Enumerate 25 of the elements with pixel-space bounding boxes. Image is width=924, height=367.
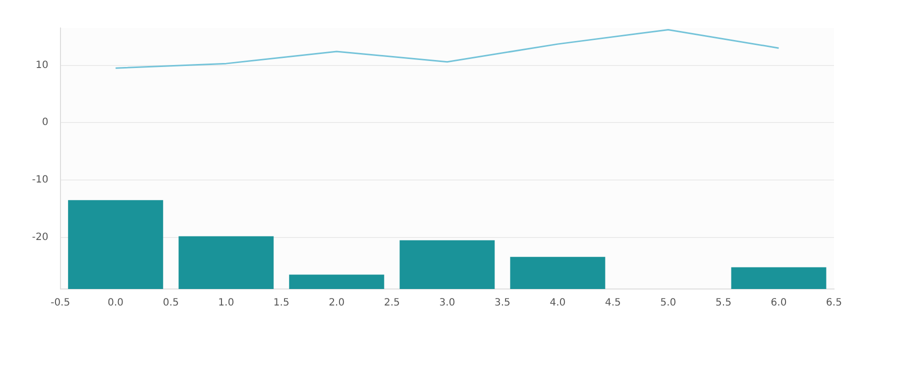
x-tick-label: 0.5 <box>162 298 179 309</box>
bar <box>289 274 384 289</box>
bar <box>510 256 606 289</box>
x-tick-label: 5.0 <box>660 298 676 309</box>
y-tick-label: 0 <box>42 117 48 128</box>
bar <box>731 267 826 289</box>
y-tick-label: -10 <box>32 174 48 186</box>
y-tick-label: 10 <box>36 60 48 71</box>
bar <box>178 236 274 289</box>
x-tick-label: 3.0 <box>439 298 456 309</box>
x-tick-label: 2.5 <box>384 298 400 309</box>
x-tick-label: 4.5 <box>605 298 621 309</box>
x-tick-label: 1.0 <box>218 298 234 309</box>
x-tick-label: 0.0 <box>108 298 124 309</box>
bar <box>68 200 164 289</box>
y-tick-label: -20 <box>32 232 48 243</box>
bar <box>400 240 495 289</box>
x-tick-label: 1.5 <box>273 298 290 309</box>
x-tick-label: 3.5 <box>494 298 510 309</box>
x-tick-label: 6.5 <box>826 298 842 309</box>
x-tick-label: -0.5 <box>50 298 70 309</box>
x-tick-label: 4.0 <box>550 298 566 309</box>
x-tick-label: 2.0 <box>328 298 345 309</box>
x-tick-label: 6.0 <box>770 298 787 309</box>
x-tick-label: 5.5 <box>716 298 732 309</box>
